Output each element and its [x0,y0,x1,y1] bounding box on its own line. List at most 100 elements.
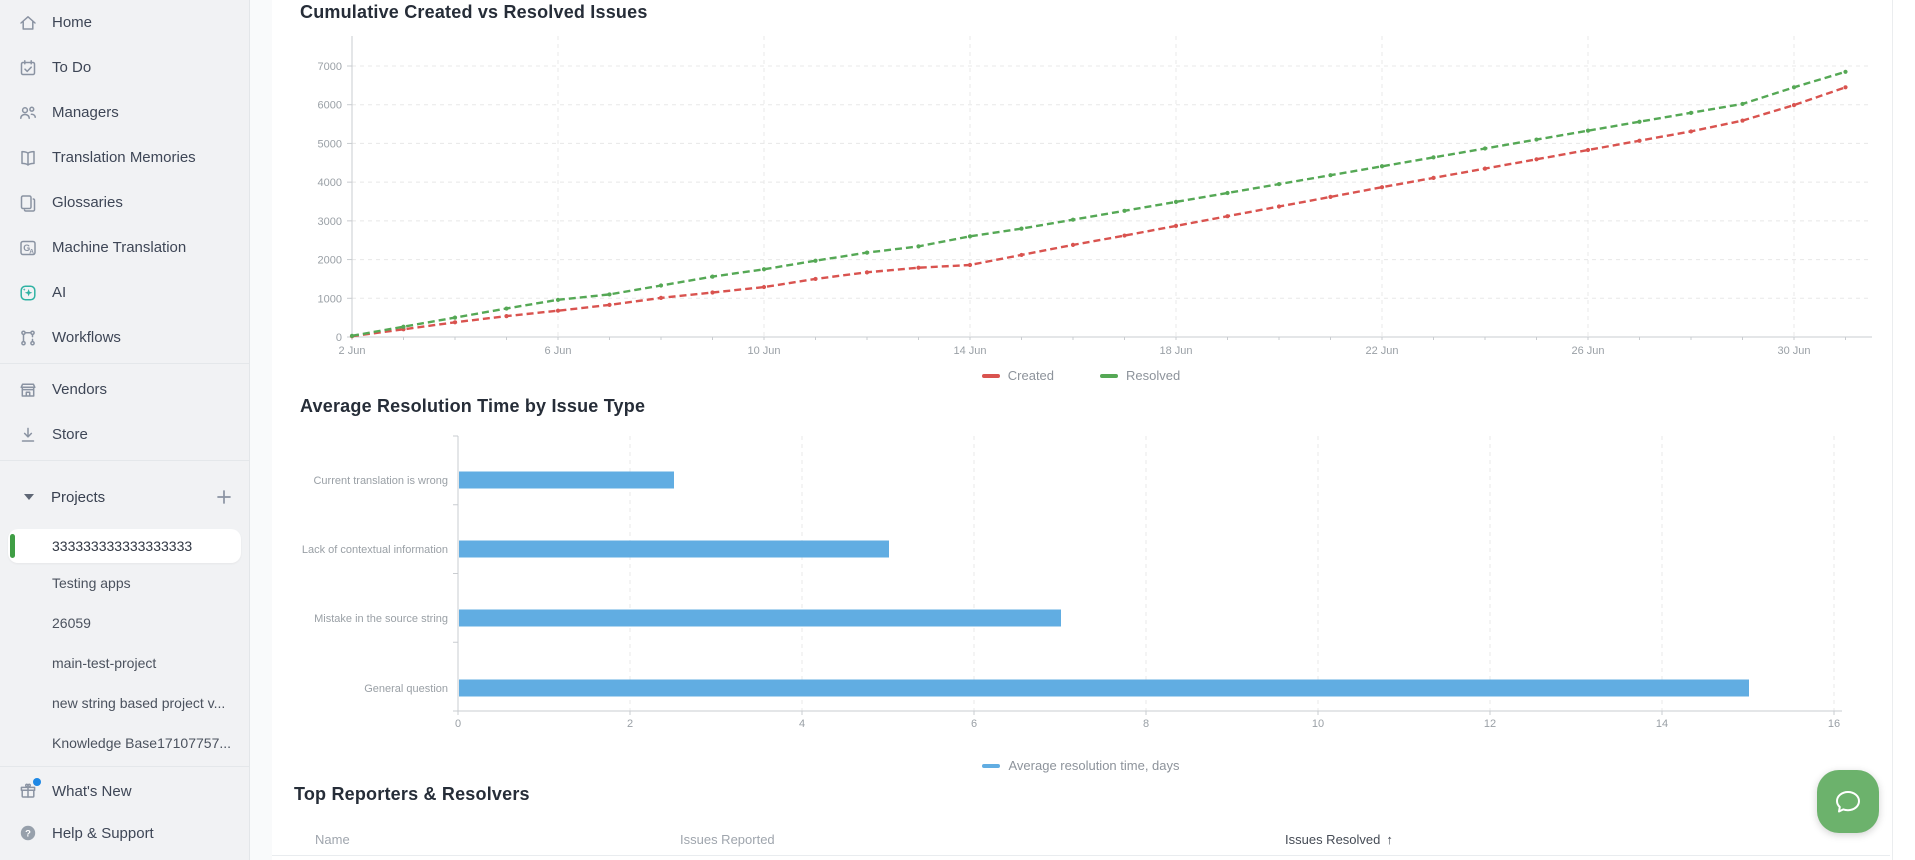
legend-item-average-resolution-time-days[interactable]: Average resolution time, days [982,758,1180,773]
sidebar-item-managers[interactable]: Managers [0,90,249,135]
sidebar-item-machine-translation[interactable]: G A Machine Translation [0,225,249,270]
add-project-button[interactable] [213,486,235,508]
chat-widget-button[interactable] [1817,770,1879,833]
svg-text:G: G [23,243,30,253]
svg-text:14: 14 [1656,718,1668,730]
todo-icon [18,58,38,78]
legend-marker-icon [1100,373,1119,378]
resolution-time-chart-title: Average Resolution Time by Issue Type [300,396,646,416]
project-item-label: main-test-project [52,655,157,671]
svg-text:7000: 7000 [318,61,342,73]
project-item-333333333333333333[interactable]: 333333333333333333 [8,529,241,563]
project-item-knowledge-base17107757[interactable]: Knowledge Base17107757... [0,723,249,763]
sidebar-item-label: What's New [52,782,132,800]
projects-section-header[interactable]: Projects [0,477,249,517]
help-icon: ? [18,823,38,843]
svg-text:10: 10 [1312,718,1324,730]
sidebar-item-what-s-new[interactable]: What's New [0,770,249,812]
svg-text:2000: 2000 [318,255,342,267]
project-item-label: 26059 [52,615,91,631]
sidebar-item-label: Home [52,14,93,31]
sidebar-item-translation-memories[interactable]: Translation Memories [0,135,249,180]
projects-list: 333333333333333333 Testing apps 26059 main-… [0,529,249,763]
project-item-label: 333333333333333333 [52,538,193,554]
store-icon [18,425,38,445]
svg-text:Current translation is wrong: Current translation is wrong [313,475,448,487]
cumulative-issues-chart-title: Cumulative Created vs Resolved Issues [300,2,648,22]
sidebar-item-to-do[interactable]: To Do [0,45,249,90]
sort-asc-icon: ↑ [1386,832,1393,847]
project-item-testing-apps[interactable]: Testing apps [0,563,249,603]
column-header-issues-resolved[interactable]: Issues Resolved ↑ [1285,832,1393,847]
project-item-new-string-based-project-v[interactable]: new string based project v... [0,683,249,723]
sidebar-item-vendors[interactable]: Vendors [0,367,249,412]
sidebar-footer: What's New ? Help & Support [0,770,249,854]
svg-text:?: ? [25,828,31,839]
sidebar-item-label: Store [52,426,88,443]
divider [0,363,249,364]
sidebar-item-store[interactable]: Store [0,412,249,457]
divider [0,766,249,767]
glossaries-icon [18,193,38,213]
cumulative-issues-chart[interactable]: 0 1000 2000 3000 4000 5000 6000 7000 2 Jun 6 Jun 1… [272,28,1890,364]
svg-text:3000: 3000 [318,216,342,228]
column-header-name[interactable]: Name [315,832,350,847]
legend-item-resolved[interactable]: Resolved [1100,368,1180,383]
svg-text:6 Jun: 6 Jun [545,345,572,357]
svg-text:18 Jun: 18 Jun [1159,345,1192,357]
ai-icon [18,283,38,303]
svg-text:30 Jun: 30 Jun [1777,345,1810,357]
sidebar-item-label: AI [52,284,67,301]
column-header-issues-reported[interactable]: Issues Reported [680,832,775,847]
resolution-time-chart[interactable]: 0 2 4 6 8 10 12 14 16 Current translation is wron… [272,424,1890,736]
svg-text:12: 12 [1484,718,1496,730]
sidebar-nav: Home To Do Managers Translation Memories Glo… [0,0,249,461]
svg-text:2 Jun: 2 Jun [339,345,366,357]
project-item-label: Testing apps [52,575,131,591]
sidebar: Home To Do Managers Translation Memories Glo… [0,0,250,860]
sidebar-item-workflows[interactable]: Workflows [0,315,249,360]
table-header-border [272,855,1890,856]
sidebar-item-label: To Do [52,59,92,76]
sidebar-item-home[interactable]: Home [0,0,249,45]
svg-text:14 Jun: 14 Jun [953,345,986,357]
svg-text:5000: 5000 [318,138,342,150]
legend-label: Resolved [1126,368,1181,383]
main-content: Cumulative Created vs Resolved Issues 0 1… [250,0,1915,860]
svg-text:Lack of contextual information: Lack of contextual information [302,544,448,556]
workflows-icon [18,328,38,348]
legend-marker-icon [981,373,1000,378]
sidebar-item-label: Machine Translation [52,239,187,256]
scrollbar-track-line [1892,0,1893,860]
svg-text:1000: 1000 [318,293,342,305]
notification-badge [33,778,41,786]
chevron-down-icon[interactable] [24,494,34,500]
svg-text:6: 6 [971,718,977,730]
svg-text:Mistake in the source string: Mistake in the source string [314,613,448,625]
legend-label: Created [1007,368,1055,383]
projects-header-label: Projects [51,488,106,506]
svg-text:2: 2 [627,718,633,730]
whats-new-icon [18,778,41,801]
project-item-main-test-project[interactable]: main-test-project [0,643,249,683]
sidebar-item-help-support[interactable]: ? Help & Support [0,812,249,854]
legend-item-created[interactable]: Created [981,368,1055,383]
legend-marker-icon [982,763,1001,768]
resolution-time-chart-legend: Average resolution time, days [272,758,1890,773]
svg-text:22 Jun: 22 Jun [1365,345,1398,357]
sidebar-item-label: Managers [52,104,119,121]
svg-text:10 Jun: 10 Jun [747,345,780,357]
vendors-icon [18,380,38,400]
managers-icon [18,103,38,123]
svg-text:6000: 6000 [318,100,342,112]
project-item-26059[interactable]: 26059 [0,603,249,643]
sidebar-item-glossaries[interactable]: Glossaries [0,180,249,225]
cumulative-issues-chart-legend: Created Resolved [272,368,1890,383]
sidebar-item-ai[interactable]: AI [0,270,249,315]
svg-text:4000: 4000 [318,177,342,189]
svg-text:0: 0 [455,718,461,730]
home-icon [18,13,38,33]
project-item-label: Knowledge Base17107757... [52,735,232,751]
svg-text:26 Jun: 26 Jun [1571,345,1604,357]
